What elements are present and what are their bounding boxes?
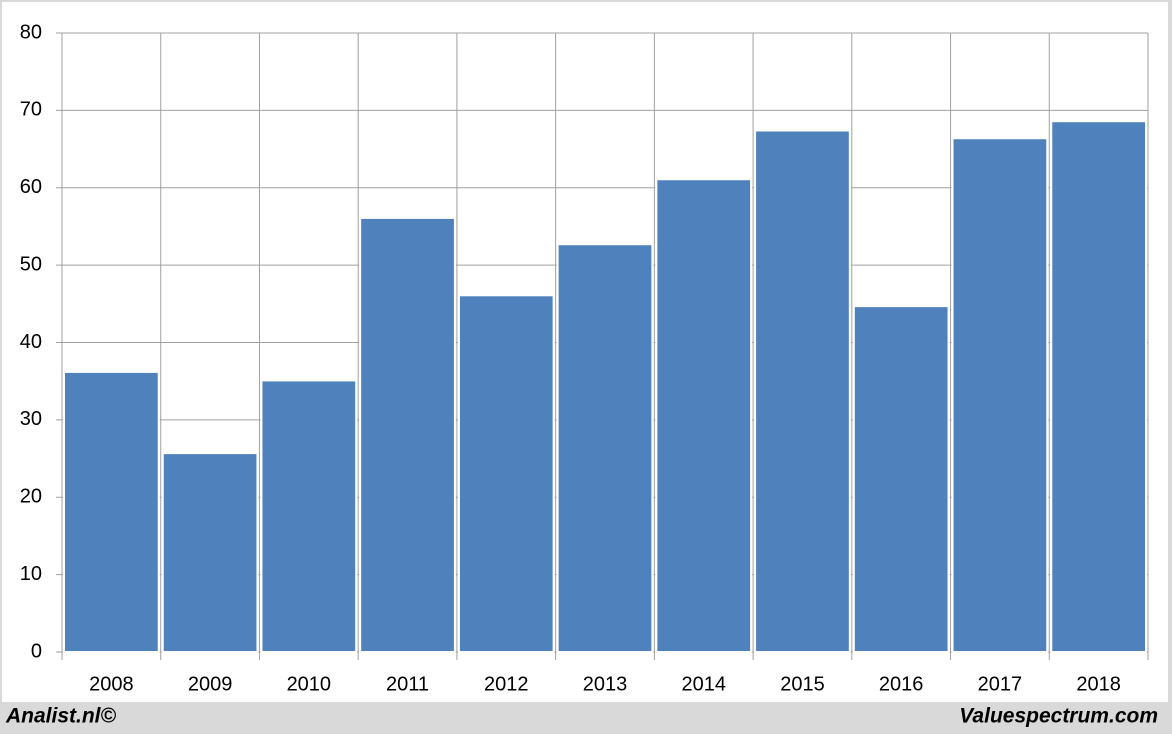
x-tick-label: 2013 [583, 673, 628, 695]
bar [754, 129, 851, 653]
x-tick-label: 2010 [287, 673, 332, 695]
x-tick-label: 2008 [89, 673, 134, 695]
bar [556, 243, 654, 653]
y-tick-label: 80 [20, 21, 42, 43]
bar [457, 294, 555, 653]
x-tick-label: 2015 [780, 673, 825, 695]
bar [260, 379, 358, 653]
bar [161, 452, 259, 653]
y-tick-label: 50 [20, 253, 42, 275]
x-tick-label: 2017 [978, 673, 1023, 695]
y-tick-label: 40 [20, 331, 42, 353]
x-tick-label: 2012 [484, 673, 529, 695]
y-tick-label: 30 [20, 408, 42, 430]
x-tick-label: 2018 [1076, 673, 1121, 695]
bar [359, 216, 456, 654]
x-tick-label: 2011 [386, 673, 429, 695]
y-tick-label: 70 [20, 99, 42, 121]
y-tick-label: 10 [20, 563, 42, 585]
footer-left: Analist.nl© [5, 705, 117, 728]
bar [655, 178, 753, 654]
bar [1050, 120, 1147, 653]
y-tick-label: 20 [20, 486, 42, 508]
bar [951, 137, 1049, 654]
x-tick-label: 2009 [188, 673, 233, 695]
x-tick-label: 2016 [879, 673, 924, 695]
footer-right: Valuespectrum.com [959, 705, 1158, 728]
x-tick-label: 2014 [681, 673, 726, 695]
bar [852, 305, 950, 653]
bar [63, 370, 160, 653]
y-tick-label: 60 [20, 176, 42, 198]
y-tick-label: 0 [31, 640, 42, 662]
